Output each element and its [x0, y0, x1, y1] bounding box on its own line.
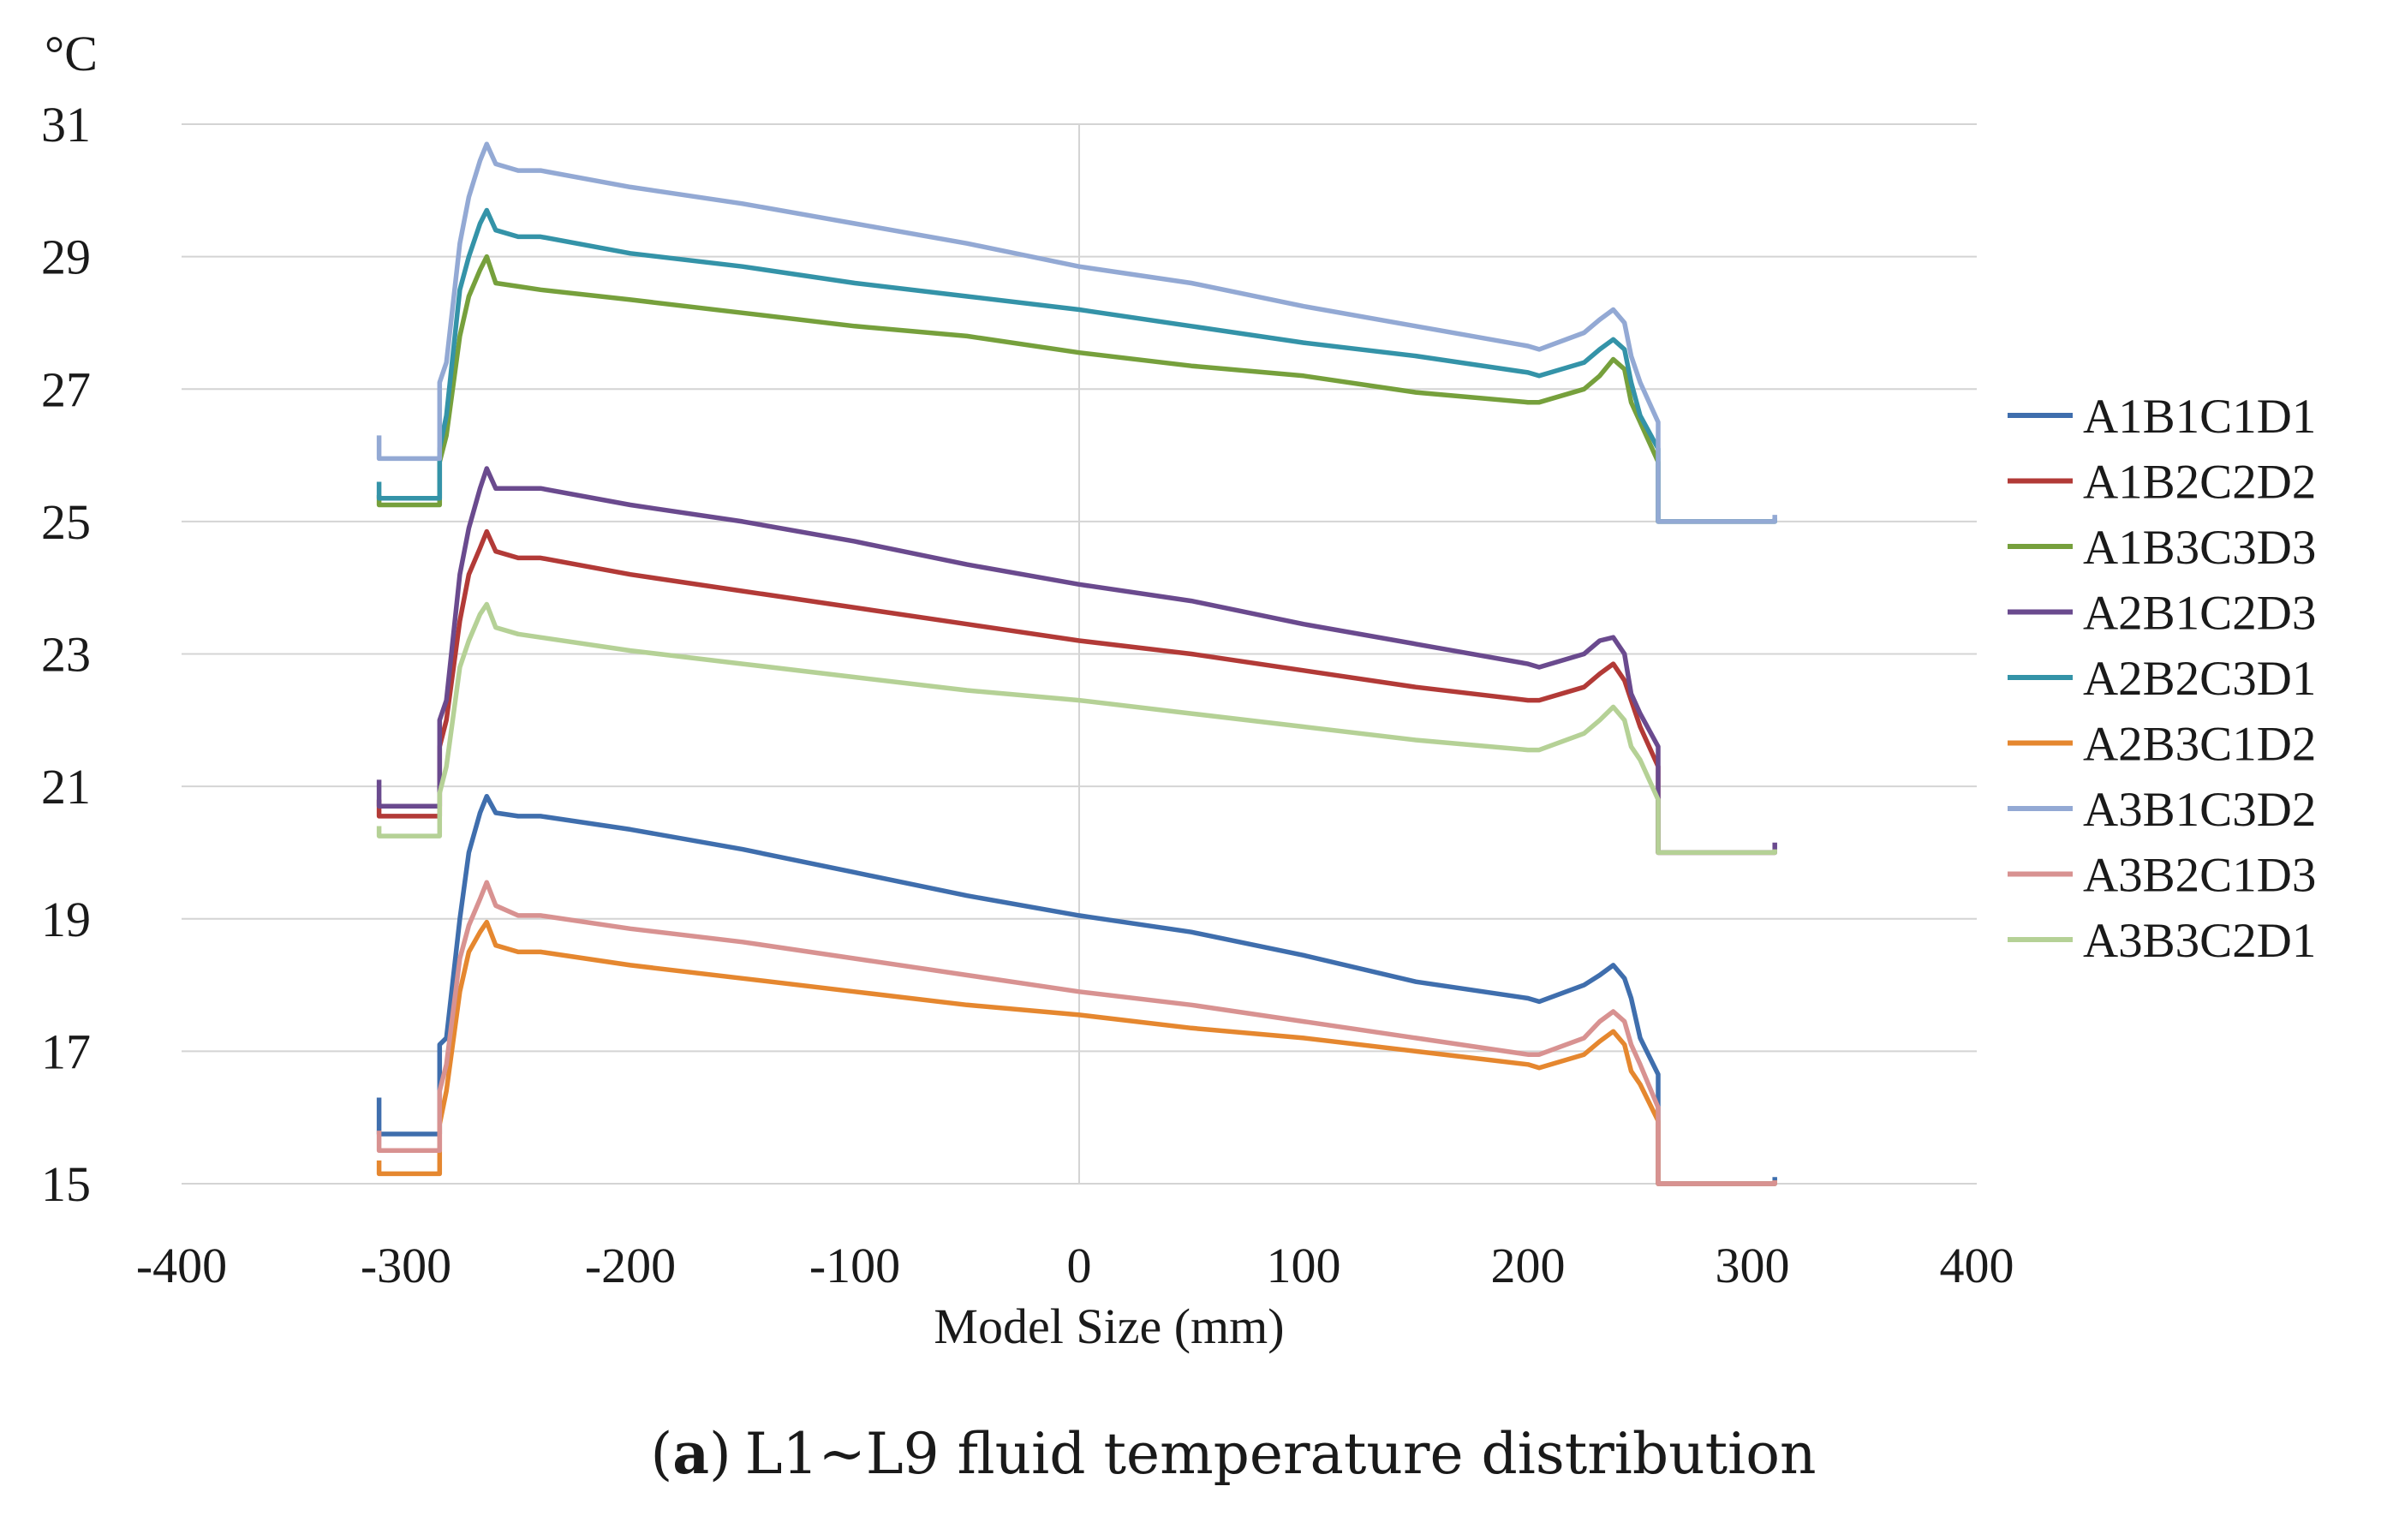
- caption-open-paren: (: [650, 1421, 672, 1487]
- series-lines: [376, 141, 1777, 1186]
- series-line-A2B2C3D1: [376, 207, 1777, 524]
- legend-label-A1B3C3D3: A1B3C3D3: [2083, 521, 2316, 575]
- series-line-A3B1C3D2: [376, 141, 1777, 524]
- series-line-A2B3C1D2: [376, 919, 1777, 1186]
- legend-label-A3B1C3D2: A3B1C3D2: [2083, 783, 2316, 837]
- legend-label-A3B2C1D3: A3B2C1D3: [2083, 849, 2316, 903]
- figure-caption: (a) L1~L9 fluid temperature distribution: [650, 1420, 1816, 1487]
- legend: A1B1C1D1 A1B2C2D2 A1B3C3D3 A2B1C2D3 A2B2C3D1…: [2008, 390, 2316, 968]
- legend-label-A2B2C3D1: A2B2C3D1: [2083, 652, 2316, 706]
- x-tick-label: 300: [1716, 1238, 1790, 1293]
- caption-text: L1~L9 fluid temperature distribution: [745, 1421, 1817, 1487]
- unit-label: °C: [45, 26, 98, 81]
- x-tick-label: 0: [1067, 1238, 1092, 1293]
- y-tick-label: 23: [41, 627, 91, 683]
- legend-label-A1B1C1D1: A1B1C1D1: [2083, 390, 2316, 444]
- x-tick-labels: -400 -300 -200 -100 0 100 200 300 400: [136, 1238, 2014, 1293]
- caption-letter: a: [672, 1420, 709, 1487]
- x-tick-label: -400: [136, 1238, 227, 1293]
- legend-label-A2B3C1D2: A2B3C1D2: [2083, 718, 2316, 772]
- legend-label-A1B2C2D2: A1B2C2D2: [2083, 456, 2316, 510]
- series-line-A2B1C2D3: [376, 466, 1777, 856]
- y-tick-label: 29: [41, 230, 91, 285]
- y-tick-label: 15: [41, 1156, 91, 1212]
- legend-label-A3B3C2D1: A3B3C2D1: [2083, 914, 2316, 968]
- x-tick-label: -300: [361, 1238, 451, 1293]
- y-tick-label: 19: [41, 892, 91, 947]
- y-tick-label: 31: [41, 97, 91, 152]
- x-tick-label: 100: [1267, 1238, 1341, 1293]
- y-tick-labels: 15 17 19 21 23 25 27 29 31: [41, 97, 91, 1212]
- series-line-A3B2C1D3: [376, 880, 1777, 1186]
- x-tick-label: -100: [809, 1238, 900, 1293]
- y-tick-label: 27: [41, 361, 91, 417]
- series-line-A3B3C2D1: [376, 601, 1777, 856]
- series-line-A1B1C1D1: [376, 793, 1777, 1186]
- y-tick-label: 17: [41, 1024, 91, 1079]
- x-tick-label: 400: [1940, 1238, 2014, 1293]
- caption-close-paren: ): [709, 1421, 731, 1487]
- x-tick-label: 200: [1491, 1238, 1566, 1293]
- series-line-A1B2C2D2: [376, 528, 1777, 856]
- y-tick-label: 25: [41, 494, 91, 550]
- y-tick-label: 21: [41, 759, 91, 815]
- legend-label-A2B1C2D3: A2B1C2D3: [2083, 587, 2316, 641]
- series-line-A1B3C3D3: [376, 254, 1777, 524]
- x-axis-title: Model Size (mm): [934, 1298, 1284, 1354]
- x-tick-label: -200: [585, 1238, 676, 1293]
